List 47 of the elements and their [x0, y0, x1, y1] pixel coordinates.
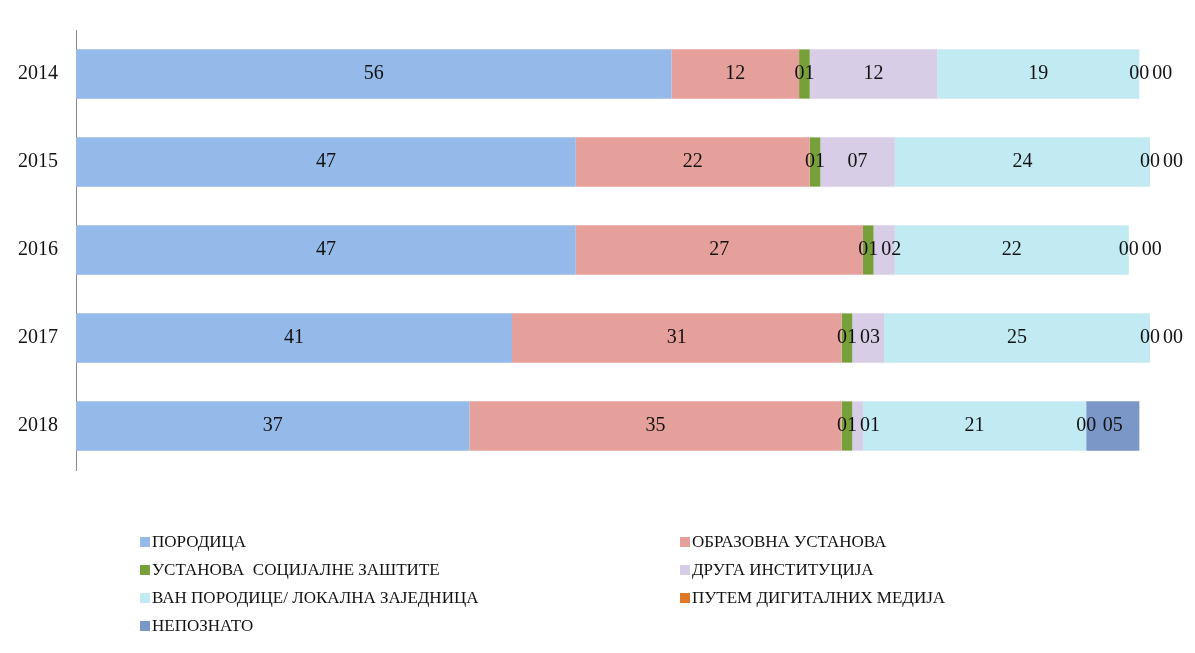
data-label: 03 — [859, 325, 880, 348]
data-label: 47 — [315, 237, 336, 260]
y-tick-label: 2015 — [18, 149, 58, 172]
data-label: 25 — [1007, 325, 1028, 348]
data-label: 47 — [315, 149, 336, 172]
data-label: 19 — [1028, 61, 1049, 84]
legend-label: УСТАНОВА СОЦИЈАЛНЕ ЗАШТИТЕ — [152, 560, 440, 580]
data-label: 21 — [964, 413, 985, 436]
bar — [76, 401, 470, 451]
data-label: 24 — [1012, 149, 1033, 172]
data-label: 00 — [1140, 325, 1160, 348]
data-label: 00 — [1141, 237, 1162, 260]
y-tick-label: 2016 — [18, 237, 58, 260]
data-label: 56 — [363, 61, 384, 84]
data-label: 31 — [666, 325, 687, 348]
bar — [76, 313, 512, 363]
data-label: 27 — [709, 237, 730, 260]
data-label: 35 — [645, 413, 666, 436]
legend-label: ПОРОДИЦА — [152, 532, 247, 552]
data-label: 00 — [1163, 149, 1183, 172]
data-label: 41 — [283, 325, 304, 348]
data-label: 12 — [863, 61, 884, 84]
legend-label: ВАН ПОРОДИЦЕ/ ЛОКАЛНА ЗАЈЕДНИЦА — [152, 588, 479, 608]
data-label: 00 — [1152, 61, 1173, 84]
y-tick-label: 2018 — [18, 413, 58, 436]
data-label: 22 — [1001, 237, 1022, 260]
data-label: 00 — [1163, 325, 1183, 348]
data-label: 05 — [1102, 413, 1123, 436]
y-tick-label: 2017 — [18, 325, 58, 348]
legend-label: ДРУГА ИНСТИТУЦИЈА — [692, 560, 874, 580]
data-label: 01 — [859, 413, 880, 436]
bar — [76, 137, 576, 187]
y-tick-label: 2014 — [18, 61, 58, 84]
data-label: 00 — [1129, 61, 1150, 84]
bar — [76, 49, 672, 99]
data-label: 00 — [1076, 413, 1097, 436]
data-label: 07 — [847, 149, 868, 172]
data-label: 02 — [881, 237, 902, 260]
data-label: 37 — [262, 413, 283, 436]
data-label: 22 — [682, 149, 703, 172]
legend-label: НЕПОЗНАТО — [152, 616, 254, 636]
legend-label: ПУТЕМ ДИГИТАЛНИХ МЕДИЈА — [692, 588, 946, 608]
legend-label: ОБРАЗОВНА УСТАНОВА — [692, 532, 887, 552]
data-label: 12 — [725, 61, 746, 84]
bar — [76, 225, 576, 275]
data-label: 00 — [1118, 237, 1139, 260]
data-label: 00 — [1140, 149, 1160, 172]
